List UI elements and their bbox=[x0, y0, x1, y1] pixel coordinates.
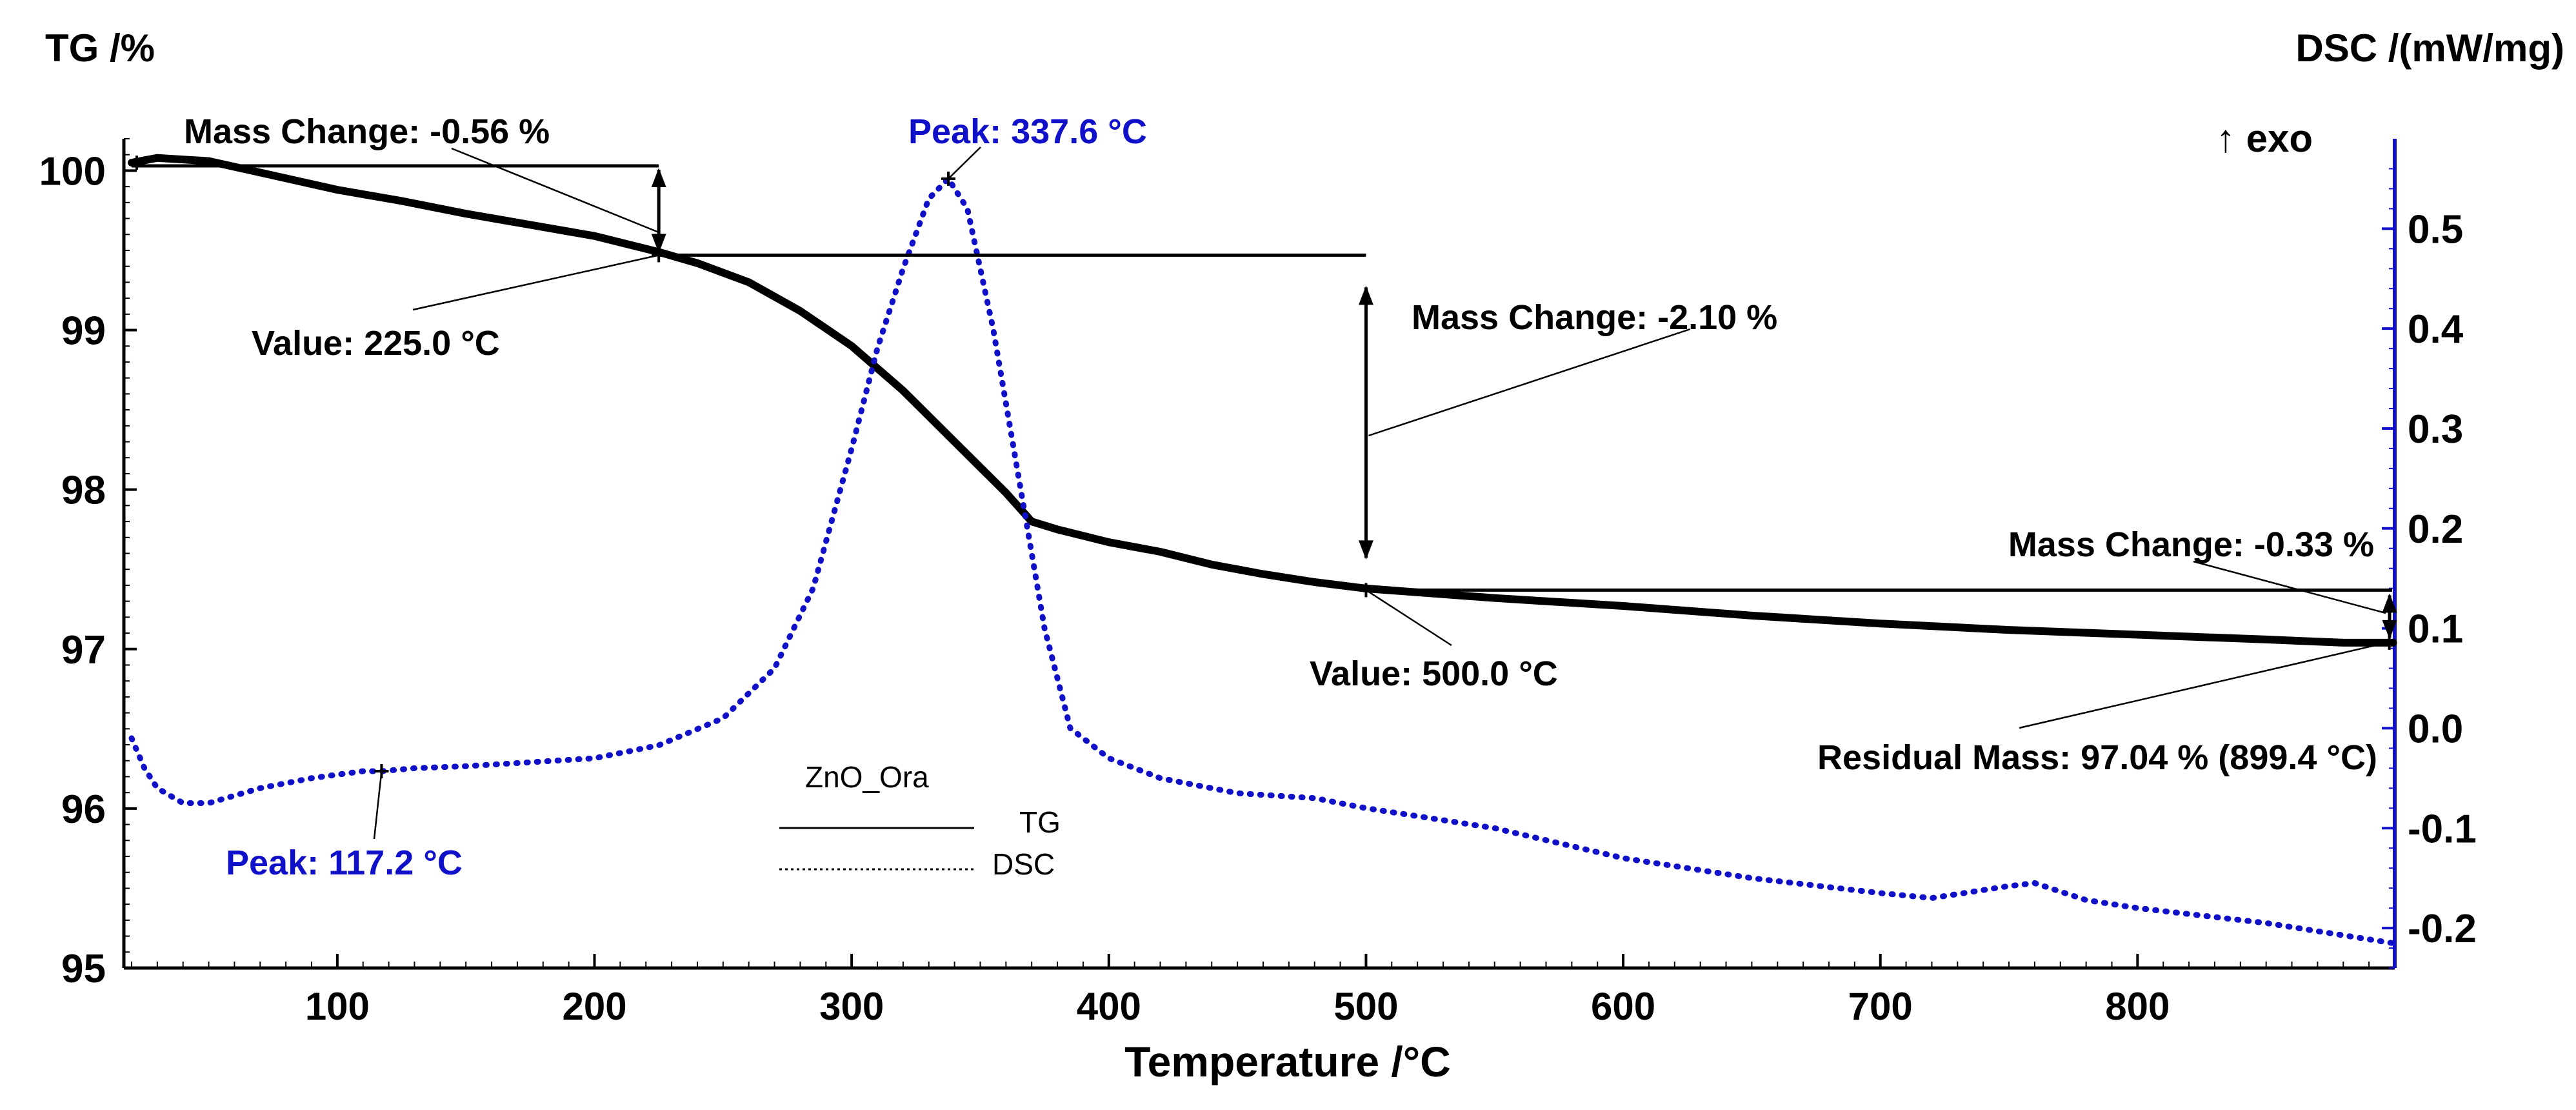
mass-change-1-leader bbox=[451, 147, 659, 234]
dsc-peak-117-marker bbox=[374, 764, 389, 779]
mass-change-3-arrow-head-top bbox=[2382, 593, 2397, 613]
dsc-peak-117-label: Peak: 117.2 °C bbox=[226, 843, 463, 882]
x-tick-label: 600 bbox=[1591, 985, 1655, 1028]
mass-change-label-2: Mass Change: -2.10 % bbox=[1412, 298, 1777, 337]
y-right-tick-label: 0.2 bbox=[2408, 507, 2463, 552]
mass-change-label-3: Mass Change: -0.33 % bbox=[2008, 525, 2374, 564]
y-right-tick-label: 0.3 bbox=[2408, 407, 2463, 452]
y-left-axis-title: TG /% bbox=[45, 26, 155, 70]
dsc-peak-117-leader bbox=[373, 771, 383, 840]
y-right-tick-label: 0.1 bbox=[2408, 607, 2463, 652]
x-tick-label: 700 bbox=[1848, 985, 1913, 1028]
dsc-peak-337-label: Peak: 337.6 °C bbox=[908, 112, 1147, 151]
dsc-peak-337-leader bbox=[948, 146, 981, 179]
dsc-peak-337-marker bbox=[941, 171, 956, 186]
value-225-label: Value: 225.0 °C bbox=[252, 324, 500, 363]
y-left-tick-label: 95 bbox=[61, 947, 106, 991]
mass-change-2-arrow-head-bottom bbox=[1358, 540, 1373, 560]
mass-change-2-leader bbox=[1368, 328, 1691, 437]
x-tick-label: 100 bbox=[305, 985, 370, 1028]
y-left-tick-label: 99 bbox=[61, 309, 106, 354]
ticks-group: 100 200 300 400 500 600 700 800 95 96 97 98 99 100 -0.… bbox=[39, 138, 2477, 1028]
residual-mass-leader bbox=[2019, 641, 2387, 729]
x-tick-label: 500 bbox=[1333, 985, 1398, 1028]
mass-change-1-arrow-head-top bbox=[651, 168, 666, 188]
x-tick-label: 300 bbox=[819, 985, 884, 1028]
value-500-leader bbox=[1365, 589, 1452, 647]
legend-dsc-label: DSC bbox=[992, 847, 1055, 881]
y-left-tick-label: 100 bbox=[39, 149, 106, 194]
exo-indicator: ↑ exo bbox=[2216, 117, 2313, 160]
value-500-marker bbox=[1359, 583, 1373, 598]
x-tick-label: 200 bbox=[562, 985, 626, 1028]
mass-change-3-arrow-head-bottom bbox=[2382, 620, 2397, 640]
y-right-tick-label: 0.5 bbox=[2408, 207, 2463, 252]
residual-marker bbox=[2382, 635, 2397, 650]
y-right-axis-title: DSC /(mW/mg) bbox=[2295, 26, 2564, 70]
y-right-tick-label: 0.4 bbox=[2408, 307, 2464, 352]
value-500-label: Value: 500.0 °C bbox=[1310, 654, 1558, 693]
mass-change-2-arrow-head-top bbox=[1358, 285, 1373, 305]
tg-curve bbox=[128, 154, 2397, 647]
x-tick-label: 800 bbox=[2105, 985, 2170, 1028]
value-225-leader bbox=[412, 254, 659, 311]
y-left-tick-label: 97 bbox=[61, 628, 106, 672]
legend-tg-label: TG bbox=[1019, 805, 1061, 839]
y-right-tick-label: -0.1 bbox=[2408, 807, 2477, 851]
legend-title: ZnO_Ora bbox=[805, 760, 929, 794]
y-right-tick-label: -0.2 bbox=[2408, 907, 2477, 951]
residual-mass-label: Residual Mass: 97.04 % (899.4 °C) bbox=[1817, 738, 2377, 777]
x-axis-title: Temperature /°C bbox=[1124, 1038, 1451, 1085]
mass-change-3-leader bbox=[2193, 560, 2386, 614]
y-right-tick-label: 0.0 bbox=[2408, 707, 2463, 751]
annotation-graphics bbox=[129, 146, 2397, 840]
tg-start-marker bbox=[129, 156, 144, 170]
value-225-marker bbox=[652, 248, 666, 263]
x-tick-label: 400 bbox=[1077, 985, 1141, 1028]
y-left-tick-label: 98 bbox=[61, 469, 106, 513]
y-left-tick-label: 96 bbox=[61, 787, 106, 832]
legend: ZnO_Ora TG DSC bbox=[779, 760, 1061, 881]
mass-change-1-arrow-head-bottom bbox=[651, 234, 666, 254]
mass-change-label-1: Mass Change: -0.56 % bbox=[184, 112, 550, 151]
